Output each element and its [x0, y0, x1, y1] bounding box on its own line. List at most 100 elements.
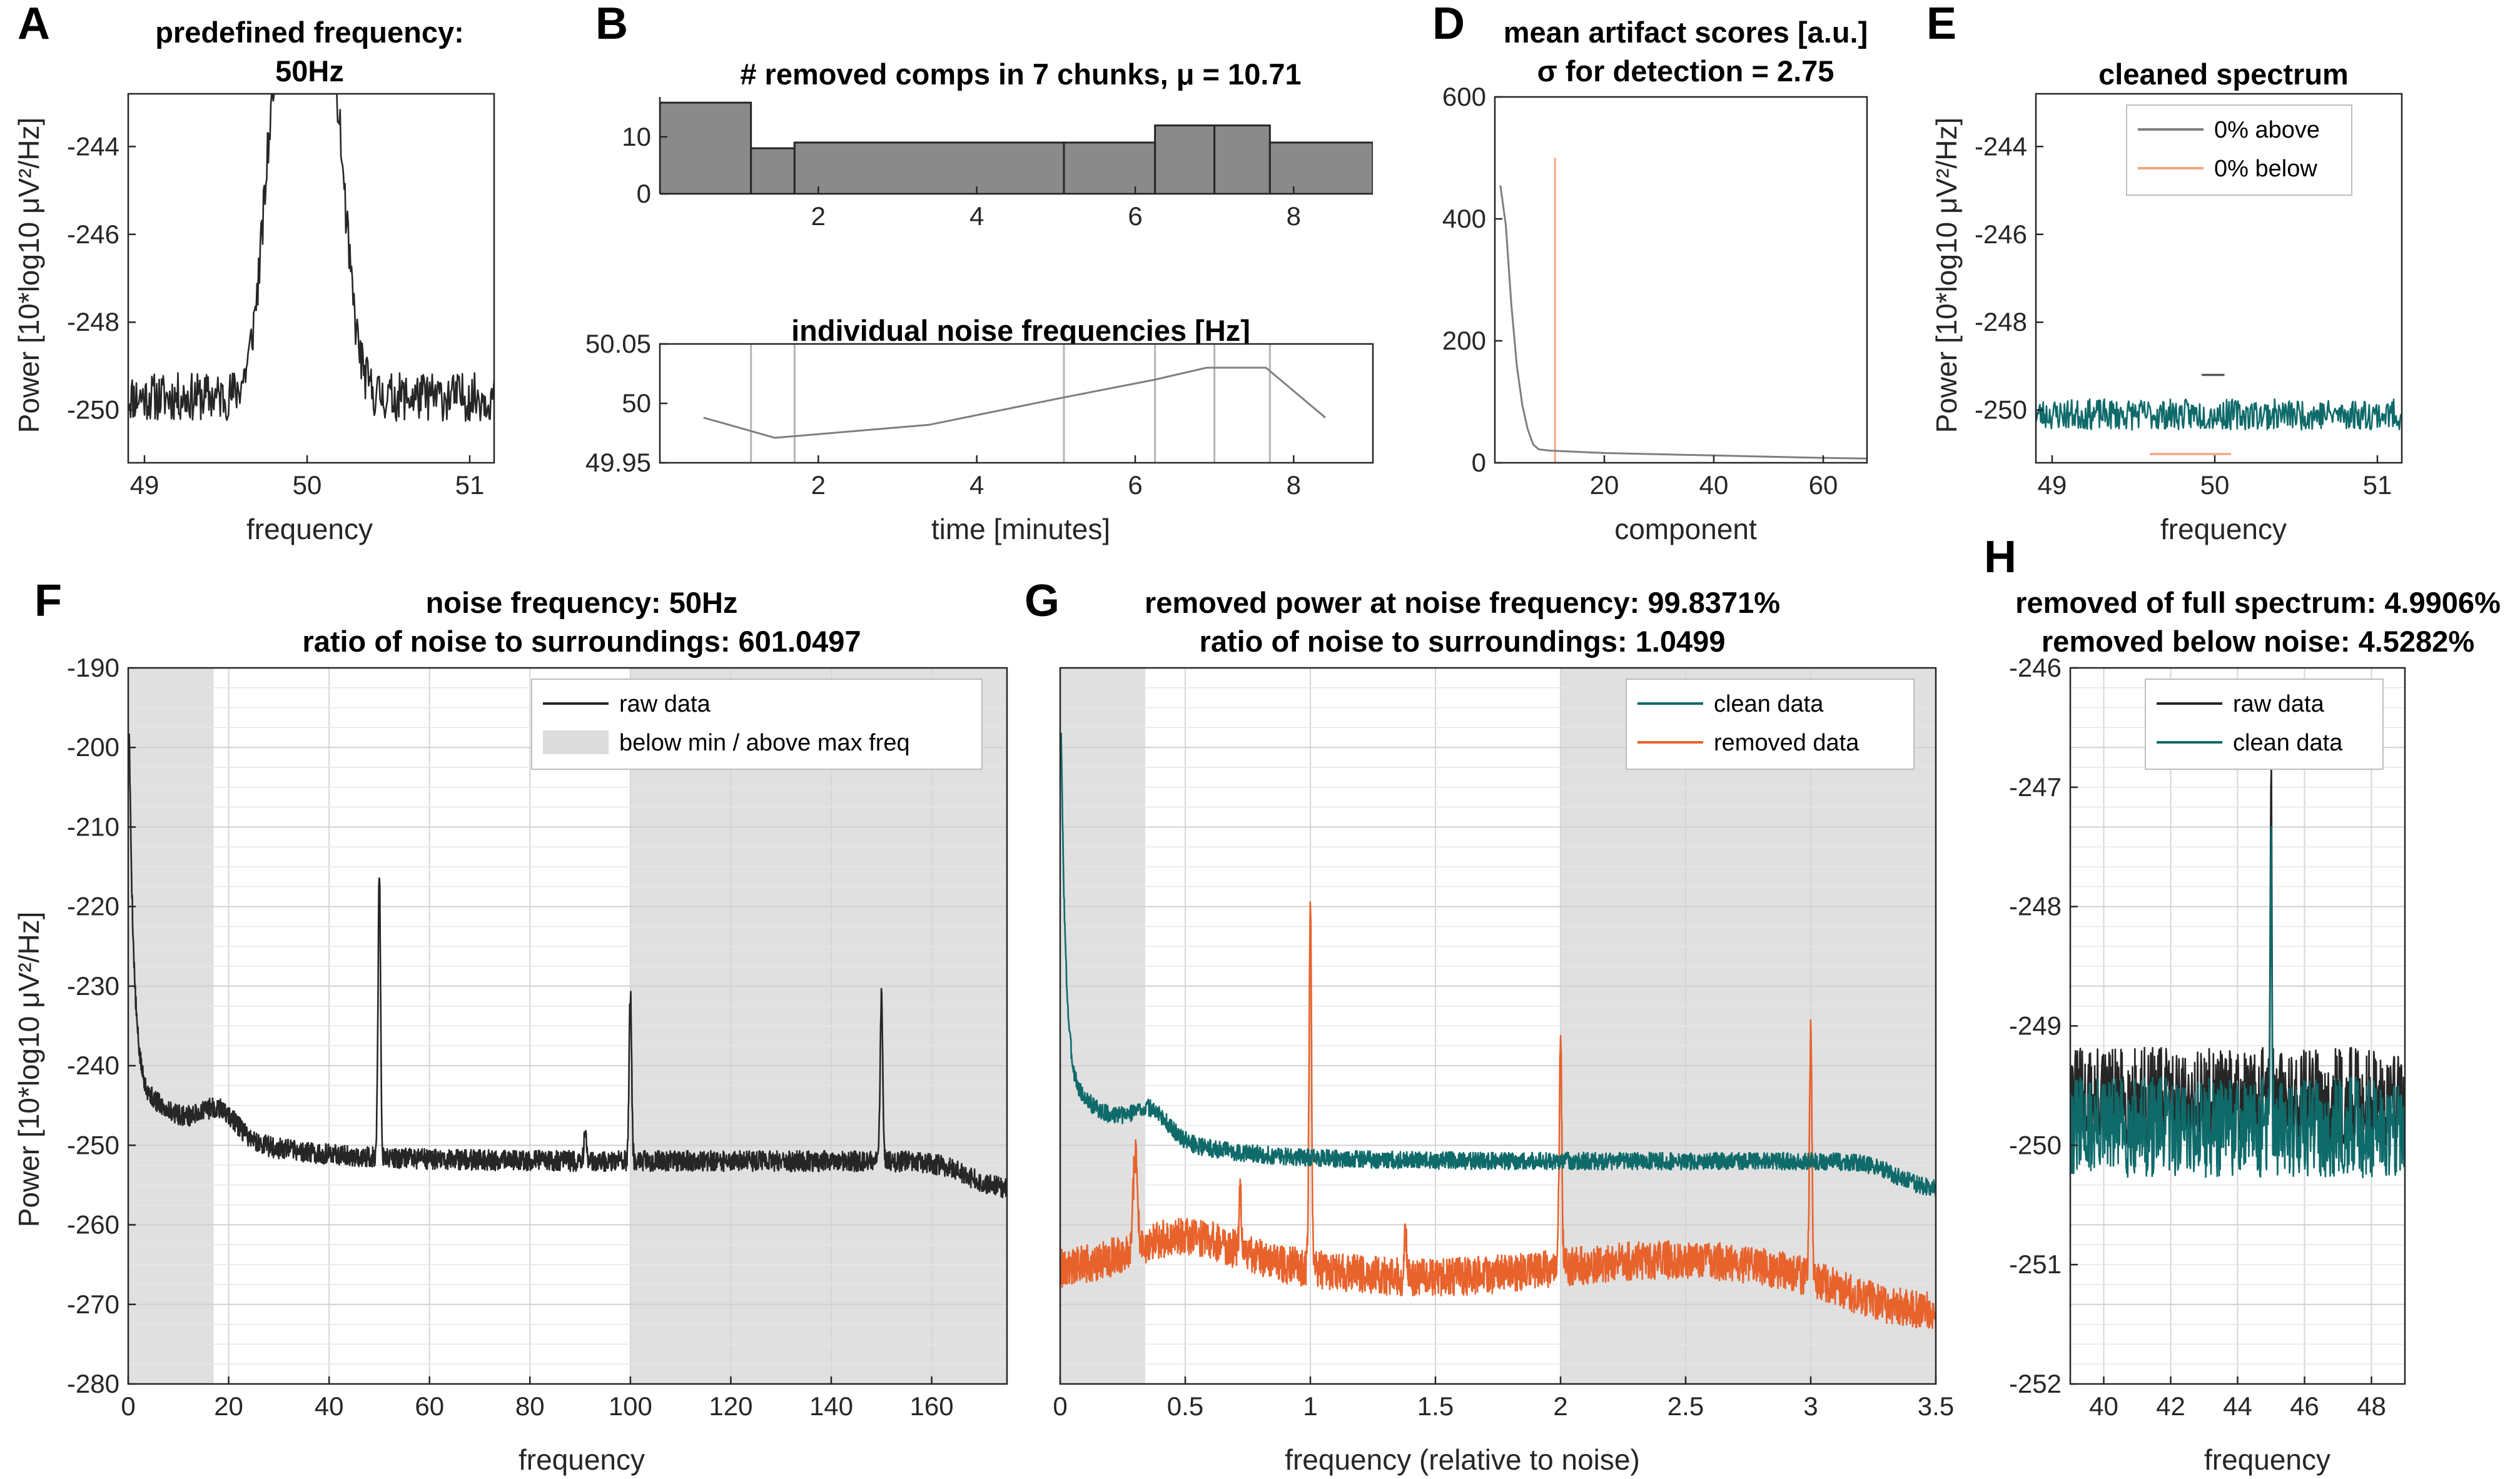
y-tick-label-3: -250 [1975, 395, 2027, 425]
plot-area [660, 344, 1373, 463]
y-tick-label-3: -220 [67, 892, 119, 921]
y-tick-label-6: -250 [67, 1130, 119, 1159]
plot-content [1499, 158, 1867, 463]
x-tick-label-1: 0.5 [1167, 1391, 1203, 1421]
panel-g-title-line-1: removed power at noise frequency: 99.837… [1145, 586, 1780, 619]
y-tick-label-5: -251 [2009, 1249, 2062, 1279]
x-tick-label-0: 0 [1053, 1391, 1067, 1421]
y-tick-label-0: -244 [1975, 131, 2027, 161]
panel-d-title-line-1: mean artifact scores [a.u.] [1504, 16, 1868, 49]
x-tick-label-0: 20 [1590, 470, 1619, 500]
bar-6 [1268, 141, 1373, 194]
legend-box [1626, 679, 1915, 770]
panel-f-title-line-2: ratio of noise to surroundings: 601.0497 [302, 625, 861, 658]
x-tick-label-5: 100 [609, 1391, 652, 1421]
y-tick-label-4: -250 [2009, 1130, 2062, 1159]
panel-h-axes: 40 42 44 46 48 -246 -247 -248 -249 -250 -251 -252 ra… [2009, 653, 2406, 1421]
panel-e-ylabel: Power [10*log10 μV²/Hz] [1930, 118, 1963, 433]
x-tick-label-1: 4 [969, 470, 984, 500]
x-tick-label-8: 160 [910, 1391, 954, 1421]
panel-a-xlabel: frequency [246, 513, 373, 545]
y-tick-label-2: -248 [1975, 307, 2027, 336]
plot-content [703, 344, 1326, 463]
plot-area [1495, 97, 1867, 463]
x-tick-label-2: 40 [315, 1391, 344, 1421]
x-tick-label-2: 60 [1809, 470, 1838, 500]
y-tick-label-3: -250 [67, 395, 119, 425]
x-tick-label-1: 4 [969, 201, 984, 231]
x-tick-label-2: 6 [1128, 201, 1142, 231]
y-tick-label-2: -248 [2009, 892, 2062, 921]
plot-content [660, 101, 1373, 194]
series-line-0 [703, 366, 1326, 439]
x-tick-label-7: 3.5 [1918, 1391, 1954, 1421]
x-tick-label-1: 40 [1699, 470, 1729, 500]
series-line-0 [2036, 398, 2402, 431]
y-tick-label-2: -210 [67, 812, 119, 841]
x-tick-label-7: 140 [809, 1391, 853, 1421]
bar-2 [793, 141, 1065, 194]
y-tick-label-2: -248 [67, 307, 119, 336]
y-tick-label-9: -280 [67, 1369, 119, 1398]
y-tick-label-7: -260 [67, 1210, 119, 1239]
panel-d-xlabel: component [1614, 513, 1757, 545]
y-tick-label-1: 50 [622, 388, 651, 418]
panel-d: D mean artifact scores [a.u.] σ for dete… [1432, 0, 1868, 545]
y-tick-label-8: -270 [67, 1290, 119, 1319]
legend-entry-1: clean data [2233, 730, 2343, 756]
y-tick-label-3: 600 [1442, 82, 1486, 111]
panel-e-xlabel: frequency [2160, 513, 2287, 545]
panel-h-title-line-1: removed of full spectrum: 4.9906% [2015, 586, 2501, 619]
x-tick-label-4: 80 [515, 1391, 545, 1421]
panel-a: A predefined frequency: 50Hz frequency P… [13, 0, 495, 545]
legend-entry-1: 0% below [2214, 156, 2317, 182]
x-tick-label-2: 51 [455, 470, 485, 500]
y-tick-label-2: 50.05 [585, 329, 651, 358]
legend-box [2126, 104, 2352, 196]
y-tick-label-0: -190 [67, 653, 119, 682]
plot-content [2036, 373, 2402, 455]
panel-f-label: F [34, 576, 62, 626]
legend-box [2145, 679, 2384, 770]
y-tick-label-0: 0 [637, 179, 651, 208]
series-line-0 [1499, 185, 1867, 460]
x-tick-label-5: 2.5 [1667, 1391, 1704, 1421]
x-tick-label-6: 120 [709, 1391, 752, 1421]
x-tick-label-0: 2 [811, 470, 826, 500]
bar-4 [1154, 124, 1216, 194]
x-tick-label-1: 20 [214, 1391, 243, 1421]
x-tick-label-1: 50 [2200, 470, 2230, 500]
panel-d-label: D [1432, 0, 1465, 49]
panel-e-label: E [1926, 0, 1956, 49]
panel-a-label: A [18, 0, 50, 49]
series-line-0 [1060, 901, 1936, 1330]
plot-area [128, 94, 494, 463]
panel-f-title-line-1: noise frequency: 50Hz [426, 586, 738, 619]
axis-box [1059, 667, 1937, 1385]
x-tick-label-1: 42 [2156, 1391, 2185, 1421]
bar-1 [750, 147, 796, 194]
panel-f: F noise frequency: 50Hz ratio of noise t… [13, 576, 1008, 1476]
bar-5 [1213, 124, 1271, 194]
y-tick-label-3: -249 [2009, 1011, 2062, 1041]
x-tick-label-6: 3 [1803, 1391, 1818, 1421]
panel-f-ylabel: Power [10*log10 μV²/Hz] [13, 912, 45, 1228]
panel-b1-title: # removed comps in 7 chunks, μ = 10.71 [740, 58, 1301, 91]
legend-entry-0: clean data [1714, 691, 1824, 717]
x-tick-label-2: 1 [1303, 1391, 1317, 1421]
x-tick-label-0: 49 [130, 470, 159, 500]
panel-b-label: B [595, 0, 628, 49]
x-tick-label-4: 48 [2357, 1391, 2386, 1421]
y-tick-label-0: 49.95 [585, 448, 651, 477]
plot-content [2070, 668, 2405, 1384]
y-tick-label-4: -230 [67, 971, 119, 1001]
legend-entry-0: raw data [619, 691, 711, 717]
y-tick-label-1: -246 [67, 220, 119, 249]
panel-h-title-line-2: removed below noise: 4.5282% [2042, 625, 2474, 658]
panel-e: E cleaned spectrum frequency Power [10*l… [1926, 0, 2403, 545]
panel-e-title: cleaned spectrum [2098, 58, 2349, 91]
plot-content [128, 94, 494, 422]
panel-g-axes: 0 0.5 1 1.5 2 2.5 3 3.5 clean data removed data [1053, 667, 1954, 1421]
panel-a-title-line-1: predefined frequency: [155, 16, 464, 49]
